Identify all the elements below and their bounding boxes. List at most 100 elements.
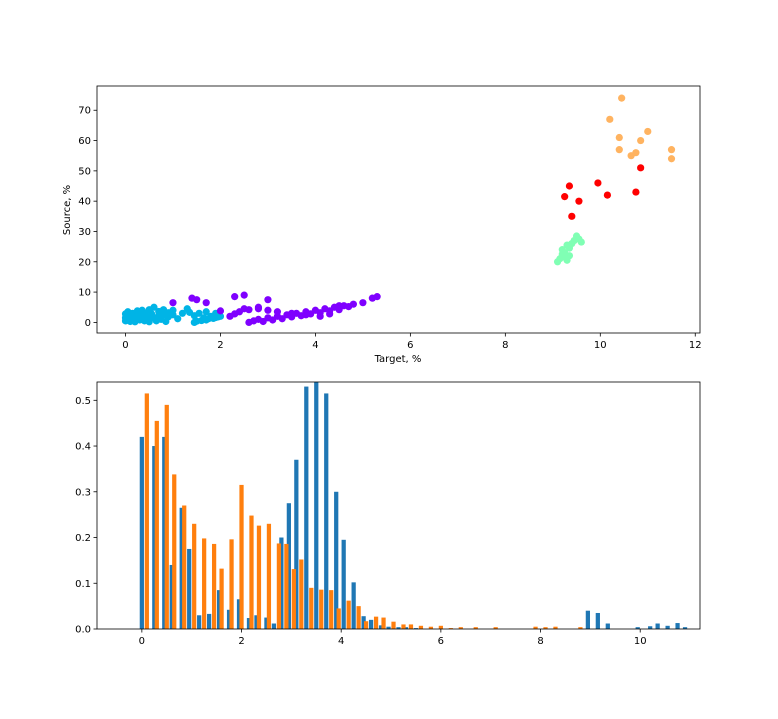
histogram-bar (413, 628, 419, 629)
histogram-bar (675, 623, 680, 629)
histogram-bar (329, 590, 334, 629)
histogram-bar (266, 523, 272, 629)
scatter-plot-frame (96, 85, 701, 334)
scatter-point (288, 309, 296, 317)
histogram-bars (139, 382, 688, 629)
histogram-bar (655, 623, 660, 629)
histogram-x-tick-label: 6 (438, 636, 444, 647)
histogram-bar (635, 627, 640, 629)
histogram-bar (368, 619, 374, 629)
scatter-point (565, 244, 574, 252)
scatter-y-tick-label: 10 (78, 288, 91, 299)
histogram-y-tick-label: 0.2 (75, 533, 91, 544)
histogram-bar (256, 525, 262, 629)
scatter-point (193, 296, 201, 304)
histogram-bar (164, 404, 169, 629)
histogram-bar (682, 627, 688, 629)
histogram-frame (97, 382, 700, 629)
histogram-bar (386, 626, 391, 629)
scatter-point (606, 115, 614, 123)
scatter-point (150, 303, 158, 311)
histogram-bar (172, 474, 177, 629)
histogram-bar (192, 523, 197, 629)
scatter-point (568, 212, 576, 220)
scatter-point (373, 293, 381, 301)
histogram-bar (202, 538, 207, 629)
scatter-x-tick-label: 8 (502, 340, 508, 351)
scatter-point (273, 308, 282, 316)
histogram-bar (381, 617, 386, 629)
histogram-bar (324, 393, 329, 629)
histogram-bar (595, 612, 600, 629)
histogram-bar (361, 616, 366, 629)
histogram-bar (458, 627, 463, 629)
histogram-bar (585, 610, 590, 629)
scatter-point (637, 164, 645, 172)
histogram-bar (271, 623, 277, 629)
scatter-y-tick-label: 70 (78, 106, 91, 117)
histogram-bar (299, 559, 304, 629)
histogram-bar (391, 621, 396, 629)
histogram-bar (553, 626, 558, 629)
histogram-x-tick-label: 0 (139, 636, 145, 647)
histogram-bar (211, 543, 217, 629)
scatter-point (618, 94, 626, 102)
histogram-bar (286, 503, 291, 629)
histogram-bar (493, 627, 498, 629)
scatter-point (667, 146, 676, 154)
scatter-x-tick-label: 0 (122, 340, 128, 351)
scatter-point (278, 315, 286, 323)
scatter-point (264, 296, 272, 304)
scatter-y-tick-label: 50 (78, 166, 91, 177)
scatter-point (335, 302, 343, 310)
scatter-point (615, 133, 623, 142)
histogram-bar (373, 616, 379, 629)
scatter-point (561, 253, 569, 261)
histogram-bar (144, 393, 149, 629)
scatter-y-tick-label: 60 (78, 136, 91, 147)
histogram-bar (276, 543, 282, 629)
histogram-bar (543, 627, 548, 629)
scatter-x-tick-label: 6 (407, 340, 413, 351)
scatter-point (594, 179, 602, 187)
histogram-bar (249, 515, 254, 629)
histogram-chart: 0 2 4 6 8 10 0.0 0.1 0.2 0.3 0.4 0.5 (75, 381, 701, 647)
histogram-x-tick-label: 10 (634, 636, 647, 647)
scatter-points (121, 94, 676, 326)
histogram-y-tick-label: 0.1 (75, 579, 91, 590)
histogram-bar (319, 589, 324, 629)
histogram-y-ticks: 0.0 0.1 0.2 0.3 0.4 0.5 (75, 396, 97, 636)
histogram-bar (216, 590, 222, 629)
scatter-point (169, 299, 177, 307)
scatter-point (169, 306, 177, 314)
histogram-bar (578, 627, 583, 629)
histogram-bar (284, 543, 289, 629)
scatter-x-ticks: 0 2 4 6 8 10 12 (122, 333, 702, 351)
histogram-bar (139, 436, 144, 629)
histogram-bar (187, 548, 192, 629)
histogram-bar (314, 382, 319, 629)
histogram-bar (408, 624, 414, 629)
histogram-bar (152, 446, 157, 629)
scatter-point (264, 306, 272, 314)
scatter-point (216, 307, 225, 315)
histogram-bar (418, 625, 424, 629)
histogram-y-tick-label: 0.5 (75, 396, 91, 407)
scatter-x-tick-label: 10 (594, 340, 607, 351)
histogram-y-tick-label: 0.4 (75, 442, 91, 453)
histogram-bar (401, 624, 406, 629)
histogram-bar (363, 621, 369, 629)
histogram-bar (309, 587, 314, 629)
histogram-bar (207, 613, 212, 629)
scatter-point (216, 312, 225, 320)
histogram-bar (291, 569, 296, 629)
histogram-bar (219, 568, 224, 629)
scatter-y-tick-label: 40 (78, 197, 91, 208)
scatter-point (316, 312, 324, 320)
scatter-point (240, 291, 248, 299)
scatter-point (577, 238, 585, 246)
scatter-point (565, 182, 574, 190)
scatter-x-tick-label: 2 (217, 340, 223, 351)
histogram-bar (246, 618, 252, 629)
